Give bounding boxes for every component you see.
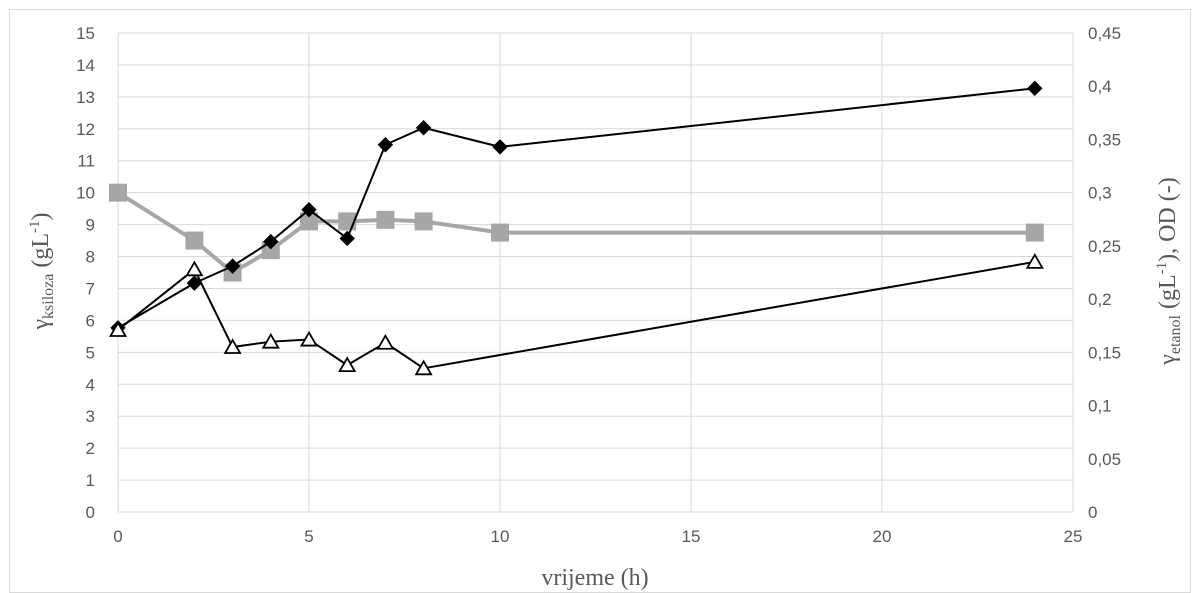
y-left-superscript: -1 — [27, 220, 43, 233]
square-marker — [376, 210, 395, 229]
y-right-tick-label: 0,05 — [1088, 450, 1121, 469]
diamond-marker — [224, 258, 241, 274]
y-right-tick-label: 0,3 — [1088, 184, 1112, 203]
x-tick-label: 5 — [304, 527, 313, 546]
series — [108, 80, 1044, 376]
y-left-subscript: ksiloza — [40, 274, 57, 319]
y-right-tick-label: 0,35 — [1088, 130, 1121, 149]
triangle-marker — [108, 321, 128, 337]
square-marker — [185, 231, 204, 250]
y-left-close: ) — [28, 212, 54, 220]
y-left-unit: (gL — [28, 233, 54, 274]
diamond-marker — [1027, 80, 1043, 97]
y-left-tick-label: 13 — [76, 88, 95, 107]
square-marker — [491, 223, 509, 242]
y-right-superscript: -1 — [1154, 262, 1170, 275]
diamond-marker — [415, 120, 432, 136]
y-left-tick-label: 2 — [86, 439, 95, 458]
y-right-unit: (gL — [1155, 274, 1181, 315]
x-axis-title: vrijeme (h) — [541, 565, 648, 591]
y-right-tick-label: 0,15 — [1088, 343, 1121, 362]
y-left-tick-label: 9 — [86, 216, 95, 235]
y-left-tick-label: 4 — [86, 375, 95, 394]
triangle-marker — [376, 333, 395, 350]
y-left-tick-label: 1 — [86, 471, 95, 490]
y-left-symbol: γ — [28, 319, 54, 331]
diamond-series-line — [117, 87, 1035, 329]
gridlines — [117, 32, 1074, 513]
y-left-tick-label: 3 — [86, 407, 95, 426]
y-left-tick-label: 10 — [76, 184, 95, 203]
square-marker — [300, 212, 318, 231]
triangle-marker — [338, 356, 357, 373]
axis-titles: vrijeme (h) γksiloza (gL-1) γetanol (gL-… — [27, 177, 1184, 591]
square-marker — [109, 183, 127, 202]
triangle-marker — [223, 338, 242, 354]
triangle-marker — [1025, 253, 1044, 269]
x-tick-label: 0 — [113, 527, 122, 546]
square-marker — [414, 212, 433, 231]
x-tick-label: 15 — [682, 527, 701, 546]
diamond-marker — [377, 137, 394, 153]
y-left-tick-label: 14 — [76, 56, 95, 75]
x-tick-label: 10 — [491, 527, 510, 546]
y-right-tick-label: 0,25 — [1088, 237, 1121, 256]
triangle-marker — [185, 260, 204, 277]
diamond-marker — [263, 233, 279, 250]
y-right-tick-label: 0,4 — [1088, 77, 1112, 96]
x-tick-label: 25 — [1064, 527, 1083, 546]
y-left-tick-label: 0 — [86, 503, 95, 522]
triangle-marker — [414, 359, 433, 376]
y-right-symbol: γ — [1155, 354, 1181, 366]
triangle-marker — [261, 332, 280, 349]
y-right-tick-label: 0 — [1088, 503, 1097, 522]
y-left-axis-title: γksiloza (gL-1) — [27, 212, 57, 330]
y-left-tick-label: 6 — [86, 311, 95, 330]
square-series-line — [116, 190, 1035, 275]
diamond-marker — [301, 201, 317, 218]
y-left-tick-label: 11 — [77, 152, 95, 171]
square-marker — [1025, 223, 1044, 242]
y-left-tick-label: 12 — [76, 120, 95, 139]
y-right-tick-label: 0,1 — [1088, 397, 1112, 416]
diamond-marker — [492, 139, 508, 155]
y-left-tick-label: 15 — [76, 24, 95, 43]
y-left-tick-label: 7 — [86, 279, 95, 298]
y-right-subscript: etanol — [1167, 314, 1184, 354]
y-left-tick-label: 8 — [86, 248, 95, 267]
diamond-marker — [339, 230, 355, 247]
x-tick-label: 20 — [873, 527, 892, 546]
y-right-rest: ), OD (-) — [1155, 177, 1181, 262]
y-left-tick-label: 5 — [86, 343, 95, 362]
y-right-tick-label: 0,45 — [1088, 24, 1121, 43]
triangle-marker — [299, 330, 319, 347]
y-right-axis-title: γetanol (gL-1), OD (-) — [1154, 177, 1184, 366]
y-right-tick-label: 0,2 — [1088, 290, 1112, 309]
